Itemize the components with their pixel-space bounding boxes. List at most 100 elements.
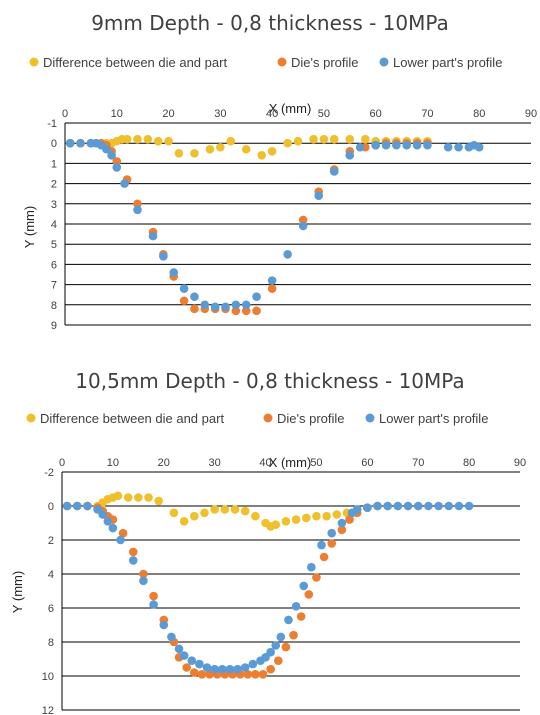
chart-1-part-point [169,268,179,277]
chart-2-diff-point [312,511,321,521]
chart-1-xtick-label: 10 [111,108,123,120]
chart-2: 10,5mm Depth - 0,8 thickness - 10MPa Dif… [10,369,526,715]
chart-1-part-point [133,205,142,215]
chart-2-diff-point [113,491,123,501]
chart-2-xtick-label: 80 [463,457,475,469]
chart-1-part-point [210,302,220,312]
chart-2-xtick-label: 0 [59,457,65,469]
chart-2-part-point [327,528,337,538]
chart-1-diff-point [361,134,370,144]
chart-2-part-point [179,651,189,660]
chart-1-diff-point [216,142,225,152]
chart-1-part-point [474,142,484,152]
chart-2-diff-point [123,493,133,502]
legend-1-diff-marker [29,57,39,67]
chart-1-xtick-label: 50 [318,108,330,120]
chart-2-part-point [434,501,443,511]
legend-2-die-label: Die's profile [277,411,345,426]
chart-2-part-point [225,664,235,674]
chart-1-die-point [298,215,308,225]
legend-1-die-label: Die's profile [291,55,359,70]
chart-2-plot: -2 0 2 4 6 8 10 12 0 10 20 30 40 50 60 70 80 90 [42,457,526,715]
chart-2-part-point [83,501,92,511]
chart-2-part-point [233,664,242,674]
chart-1-part-point [402,140,412,150]
chart-2-diff-point [271,520,281,529]
chart-1-die-point [190,304,199,314]
chart-2-die-point [149,591,158,601]
chart-1-ytick-label: 4 [51,219,57,231]
chart-1-diff-point [241,144,251,154]
chart-2-diff-point [210,505,219,514]
chart-2-xtick-label: 20 [158,457,170,469]
chart-2-die-point [304,590,314,599]
chart-2-part-point [159,620,169,630]
chart-1-ytick-label: 9 [51,320,57,332]
chart-1-part-point [107,151,116,160]
chart-2-part-point [210,664,219,674]
chart-1-ytick-label: -1 [47,118,57,130]
chart-2-die-point [190,668,199,677]
chart-2-diff-point [230,505,240,514]
chart-2-die-point [296,612,306,621]
chart-2-part-point [291,602,301,611]
chart-1-ytick-label: 7 [51,280,57,292]
chart-1-ytick-label: 0 [51,138,57,150]
chart-1-part-point [329,167,339,176]
chart-2-part-point [464,501,474,511]
chart-2-part-point [218,664,227,674]
chart-2-die-point [312,573,321,582]
chart-1-die-point [267,284,277,293]
chart-1-diff-point [122,134,132,144]
chart-1-part-point [454,142,463,152]
chart-2-part-point [337,518,347,528]
chart-2-part-point [72,501,82,511]
chart-2-die-point [327,539,337,548]
chart-1-diff-point [226,136,235,146]
chart-2-part-point [248,659,258,669]
chart-2-part-point [103,517,113,526]
chart-2-part-point [317,540,326,550]
chart-1-ylabel: Y (mm) [22,206,37,248]
chart-1-part-point [112,163,122,172]
chart-2-die-point [289,630,298,640]
chart-1-xtick-label: 20 [162,108,174,120]
chart-1-diff-point [319,134,329,144]
chart-1-diff-point [205,144,215,154]
chart-1-part-point [76,138,85,148]
chart-2-ytick-label: 0 [48,501,54,513]
chart-2-diff-point [240,506,250,516]
chart-2-diff-point [154,496,163,506]
chart-2-xtick-label: 60 [361,457,373,469]
chart-1-xtick-label: 40 [266,108,278,120]
chart-1: 9mm Depth - 0,8 thickness - 10MPa Differ… [22,11,537,332]
chart-2-ytick-label: 6 [48,603,54,615]
chart-2-part-point [139,576,148,586]
chart-1-diff-point [293,136,303,146]
chart-1-ytick-label: 8 [51,300,57,312]
chart-2-die-point [243,670,253,679]
chart-1-die-point [231,306,241,316]
chart-2-part-point [266,647,275,657]
chart-2-diff-point [332,510,342,519]
chart-2-part-point [116,535,125,545]
chart-2-part-point [271,641,281,650]
chart-2-part-point [363,503,372,512]
legend-1-part-marker [379,57,389,67]
chart-1-part-point [241,300,251,310]
chart-2-die-point [273,656,283,665]
legend-2-part-label: Lower part's profile [379,411,488,426]
chart-2-part-point [413,501,423,511]
chart-1-part-point [298,221,308,231]
chart-2-ylabel: Y (mm) [10,571,25,613]
chart-1-die-point [133,199,142,209]
chart-2-part-point [108,523,118,533]
chart-1-part-point [381,140,391,150]
chart-2-part-point [240,663,250,672]
chart-1-part-point [120,179,129,188]
chart-1-part-point [221,302,230,312]
chart-1-die-point [112,157,122,166]
chart-2-die-point [266,664,275,674]
